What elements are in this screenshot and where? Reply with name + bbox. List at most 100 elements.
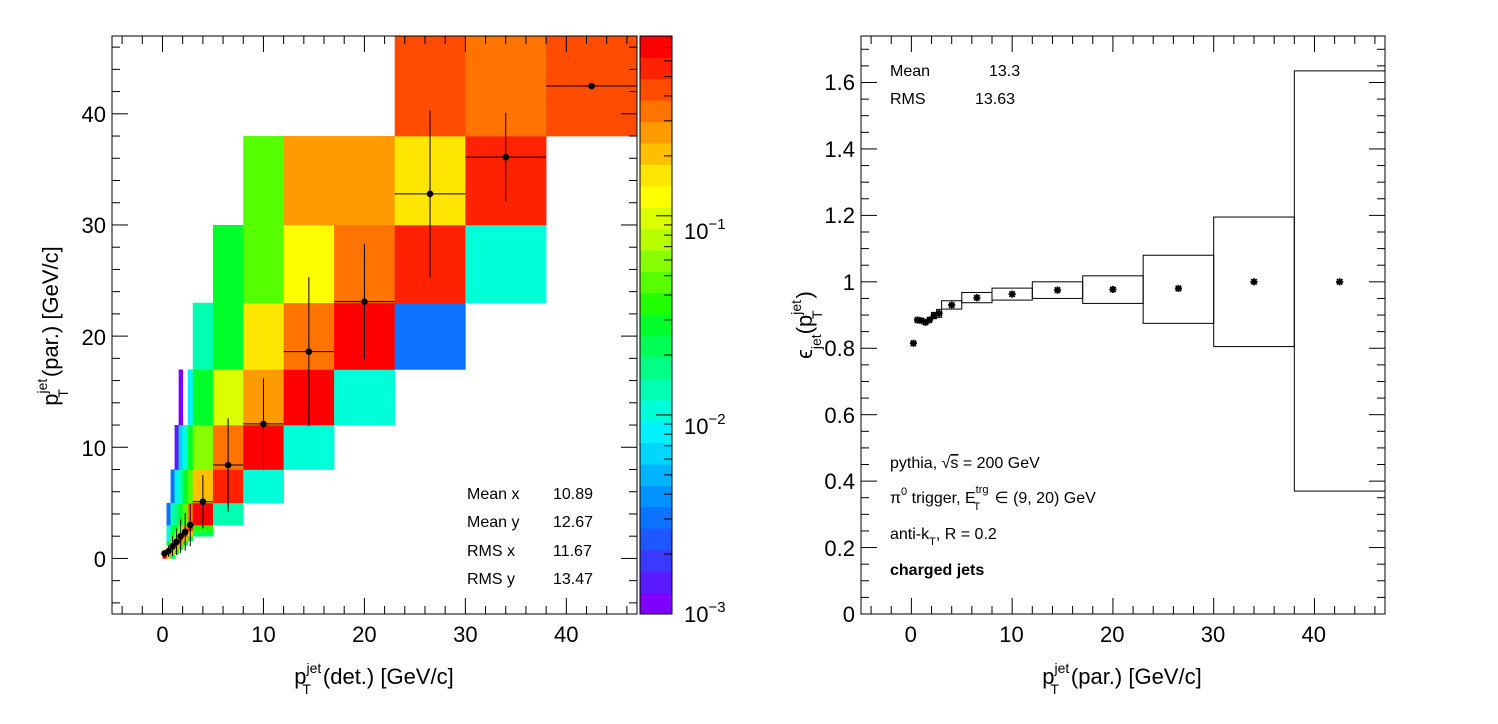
annotation-line-3: anti-kT, R = 0.2 bbox=[890, 526, 997, 548]
palette-swatch bbox=[640, 378, 672, 401]
annotation-line-2: π0 trigger, Etrg T ∈ (9, 20) GeV bbox=[890, 484, 1096, 513]
palette-swatch bbox=[640, 143, 672, 165]
right-plot-frame bbox=[860, 35, 1386, 615]
palette-swatch bbox=[640, 464, 672, 486]
palette-swatch bbox=[640, 121, 672, 144]
heatmap-cell bbox=[243, 224, 284, 304]
heatmap-cells bbox=[162, 36, 638, 559]
palette-swatch bbox=[640, 57, 672, 80]
heatmap-cell bbox=[187, 469, 194, 504]
efficiency-point bbox=[948, 301, 956, 309]
axis-title-rest: (par.) [GeV/c] bbox=[38, 246, 63, 377]
palette-swatch bbox=[640, 250, 672, 272]
axis-title-base: p bbox=[38, 393, 63, 405]
heatmap-cell bbox=[243, 136, 284, 226]
profile-point bbox=[165, 547, 172, 555]
palette-swatch bbox=[640, 357, 672, 379]
left-x-tick-labels: 0 10 20 30 40 bbox=[156, 622, 578, 647]
heatmap-cell bbox=[394, 302, 466, 370]
heatmap-cell bbox=[334, 136, 395, 226]
heatmap-cell bbox=[174, 469, 179, 504]
color-scale-label: 10−1 bbox=[684, 216, 726, 244]
palette-swatch bbox=[640, 271, 672, 294]
efficiency-point bbox=[1109, 285, 1117, 294]
efficiency-point bbox=[1053, 286, 1062, 294]
left-x-axis-title: pjet T (det.) [GeV/c] bbox=[294, 660, 453, 697]
profile-point bbox=[502, 153, 510, 161]
axis-title-base: p bbox=[294, 664, 306, 689]
left-stats-box: Mean x 10.89 Mean y 12.67 RMS x 11.67 RM… bbox=[467, 486, 593, 588]
palette-swatch bbox=[640, 592, 672, 615]
stat-label: Mean y bbox=[467, 514, 519, 531]
heatmap-cell bbox=[178, 469, 183, 504]
axis-title-rest: (par.) [GeV/c] bbox=[1071, 664, 1202, 689]
right-y-tick-label: 1 bbox=[843, 270, 855, 295]
color-scale-label: 10−2 bbox=[684, 411, 726, 439]
profile-point bbox=[361, 298, 368, 305]
profile-point bbox=[224, 461, 232, 469]
axis-title-sup: jet bbox=[34, 379, 50, 395]
palette-swatch bbox=[640, 228, 672, 251]
stat-label: RMS x bbox=[467, 543, 515, 560]
heatmap-cell bbox=[166, 540, 171, 546]
right-y-tick-labels: 0 0.2 0.4 0.6 0.8 1 1.2 1.4 1.6 bbox=[824, 70, 855, 627]
right-x-tick-label: 30 bbox=[1201, 622, 1225, 647]
axis-title-sup: jet bbox=[306, 660, 322, 676]
heatmap-cell bbox=[212, 502, 244, 526]
right-y-tick-label: 1.6 bbox=[824, 70, 855, 95]
axis-title-rest: (det.) [GeV/c] bbox=[323, 664, 454, 689]
palette-swatch bbox=[640, 335, 672, 358]
heatmap-cell bbox=[187, 425, 194, 470]
left-y-tick-label: 10 bbox=[82, 436, 106, 461]
heatmap-cell bbox=[174, 525, 179, 531]
left-plot-frame bbox=[111, 35, 638, 615]
axis-title-close: ) bbox=[792, 291, 817, 298]
stat-value: 13.47 bbox=[553, 571, 593, 588]
heatmap-cell bbox=[192, 530, 214, 537]
profile-point bbox=[177, 532, 184, 540]
efficiency-panel: 0 10 20 30 40 0 0.2 0.4 0.6 0.8 1 1.2 1.… bbox=[788, 35, 1386, 697]
stat-value: 12.67 bbox=[553, 514, 593, 531]
stat-value: 13.63 bbox=[975, 91, 1015, 108]
efficiency-point bbox=[935, 309, 943, 317]
annotation-line-1: pythia, √s = 200 GeV bbox=[890, 455, 1040, 472]
heatmap-cell bbox=[182, 469, 189, 504]
heatmap-cell bbox=[212, 369, 244, 426]
efficiency-point bbox=[909, 339, 917, 347]
right-x-tick-labels: 0 10 20 30 40 bbox=[905, 622, 1326, 647]
left-x-tick-label: 0 bbox=[156, 622, 168, 647]
profile-point bbox=[181, 528, 189, 536]
heatmap-cell bbox=[243, 302, 284, 370]
color-scale-label: 10−3 bbox=[684, 599, 726, 627]
heatmap-cell bbox=[166, 502, 171, 526]
heatmap-cell bbox=[192, 425, 214, 470]
annotation-line-4: charged jets bbox=[890, 562, 984, 579]
annotations: pythia, √s = 200 GeV π0 trigger, Etrg T ∈… bbox=[890, 455, 1096, 579]
palette-swatch bbox=[640, 571, 672, 593]
right-axis-ticks bbox=[861, 36, 1385, 615]
left-y-tick-label: 20 bbox=[82, 325, 106, 350]
left-y-tick-label: 0 bbox=[94, 547, 106, 572]
left-y-tick-label: 30 bbox=[82, 213, 106, 238]
efficiency-error-box bbox=[941, 300, 963, 310]
palette-swatch bbox=[640, 506, 672, 529]
stat-value: 10.89 bbox=[553, 486, 593, 503]
heatmap-cell bbox=[166, 536, 171, 541]
profile-point bbox=[260, 420, 267, 428]
efficiency-points bbox=[909, 70, 1386, 492]
left-y-tick-label: 40 bbox=[82, 102, 106, 127]
palette-swatch bbox=[640, 185, 672, 208]
right-x-tick-label: 20 bbox=[1100, 622, 1124, 647]
axis-title-sup: jet bbox=[788, 300, 804, 316]
heatmap-cell bbox=[170, 525, 175, 531]
color-scale bbox=[640, 36, 672, 615]
color-scale-labels: 10−3 10−2 10−1 bbox=[684, 216, 726, 627]
heatmap-cell bbox=[243, 469, 284, 504]
right-y-tick-label: 0.8 bbox=[824, 336, 855, 361]
heatmap-cell bbox=[182, 425, 189, 470]
heatmap-cell bbox=[170, 469, 175, 504]
heatmap-cell bbox=[166, 525, 171, 531]
right-y-tick-label: 0.6 bbox=[824, 403, 855, 428]
right-x-tick-label: 10 bbox=[999, 622, 1023, 647]
left-x-tick-label: 30 bbox=[453, 622, 477, 647]
